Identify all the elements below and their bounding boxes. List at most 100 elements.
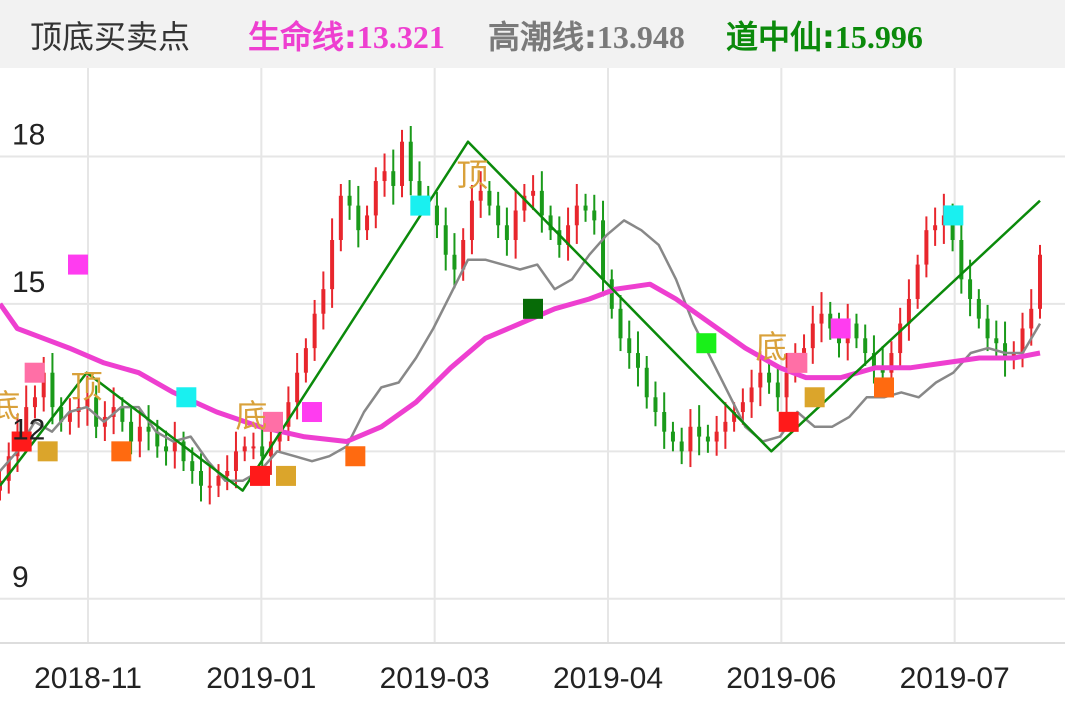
zigzag-label: 道中仙:	[726, 18, 835, 56]
grid-lines	[0, 68, 1065, 644]
candle-body	[644, 367, 649, 398]
candle-body	[1038, 254, 1042, 309]
candle-body	[732, 412, 737, 422]
candle-body	[950, 215, 955, 241]
candle-body	[286, 402, 291, 427]
candle-body	[242, 446, 247, 452]
signal-square	[302, 402, 322, 423]
candle-body	[802, 348, 807, 354]
signal-square	[943, 205, 964, 226]
candle-body	[767, 372, 772, 383]
candle-body	[496, 205, 501, 226]
candle-body	[566, 225, 571, 245]
candle-body	[513, 210, 518, 241]
candle-body	[740, 402, 745, 413]
candle-body	[863, 338, 868, 354]
candle-body	[959, 240, 964, 280]
zigzag-line	[0, 140, 1041, 492]
candle-body	[434, 205, 439, 226]
signal-label: 顶	[71, 367, 103, 405]
indicator-title: 顶底买卖点	[30, 18, 191, 56]
candle-body	[531, 190, 536, 196]
y-tick-label: 9	[12, 561, 29, 594]
x-tick-label: 2019-01	[206, 662, 316, 695]
candle-body	[662, 412, 667, 432]
candle-body	[854, 323, 859, 339]
candle-body	[1020, 328, 1025, 354]
candle-body	[889, 353, 894, 373]
candle-body	[50, 372, 55, 408]
candle-body	[749, 387, 754, 403]
candle-body	[697, 426, 702, 437]
candle-body	[356, 205, 361, 231]
candle-body	[190, 461, 195, 471]
candle-body	[233, 451, 238, 471]
candle-body	[915, 264, 920, 299]
candle-body	[295, 372, 300, 403]
signal-square	[410, 195, 431, 216]
candle-body	[330, 240, 335, 290]
candle-body	[618, 308, 623, 339]
signal-label: 底	[755, 328, 787, 366]
candle-body	[408, 141, 413, 182]
climax-line-value: 13.948	[596, 19, 685, 55]
candle-body	[312, 313, 317, 349]
y-axis-labels: 18 15 12 9	[12, 118, 45, 593]
signal-square	[250, 465, 270, 486]
life-line-value: 13.321	[356, 19, 445, 55]
y-tick-label: 12	[12, 413, 45, 446]
candle-body	[1029, 308, 1034, 329]
candle-body	[933, 225, 938, 231]
candle-body	[487, 190, 492, 206]
candle-body	[1003, 343, 1008, 358]
candle-body	[137, 426, 142, 442]
candle-body	[583, 205, 588, 211]
candle-body	[94, 397, 99, 427]
candle-body	[924, 230, 929, 265]
signal-square	[24, 362, 45, 383]
candle-body	[810, 323, 815, 349]
candle-body	[539, 190, 544, 216]
candle-body	[819, 313, 824, 324]
candle-body	[871, 353, 876, 368]
x-tick-label: 2019-03	[380, 662, 490, 695]
signal-square	[68, 254, 88, 275]
candle-body	[382, 171, 387, 182]
candle-body	[504, 225, 509, 241]
candle-body	[6, 456, 11, 481]
candle-body	[155, 431, 160, 447]
life-line	[0, 281, 1041, 444]
x-tick-label: 2019-04	[553, 662, 663, 695]
candle-body	[976, 298, 981, 319]
life-line-label: 生命线:	[248, 18, 357, 56]
candle-body	[688, 426, 693, 452]
candle-body	[906, 298, 911, 324]
candle-body	[400, 141, 405, 186]
signal-label: 底	[235, 397, 267, 435]
candle-body	[321, 289, 326, 314]
candle-body	[207, 485, 212, 488]
candle-body	[670, 431, 675, 442]
signal-square	[696, 333, 717, 354]
candle-body	[365, 215, 370, 231]
candle-body	[714, 431, 719, 442]
candle-body	[478, 190, 483, 201]
life-line-indicator: 生命线:13.321	[248, 12, 445, 58]
x-axis-labels: 2018-11 2019-01 2019-03 2019-04 2019-06 2019-…	[34, 662, 1010, 695]
candle-body	[443, 225, 448, 255]
candle-body	[216, 475, 221, 486]
candle-body	[199, 470, 204, 486]
candle-body	[653, 397, 658, 413]
candle-body	[85, 397, 90, 408]
candle-body	[338, 195, 343, 241]
candle-body	[522, 195, 527, 211]
signal-square	[11, 431, 32, 452]
candle-body	[775, 382, 780, 398]
candle-body	[679, 441, 684, 452]
climax-line-indicator: 高潮线:13.948	[488, 12, 685, 58]
candle-body	[985, 318, 990, 339]
zigzag-indicator: 道中仙:15.996	[726, 12, 923, 58]
candle-body	[260, 446, 265, 457]
x-tick-label: 2019-06	[726, 662, 836, 695]
